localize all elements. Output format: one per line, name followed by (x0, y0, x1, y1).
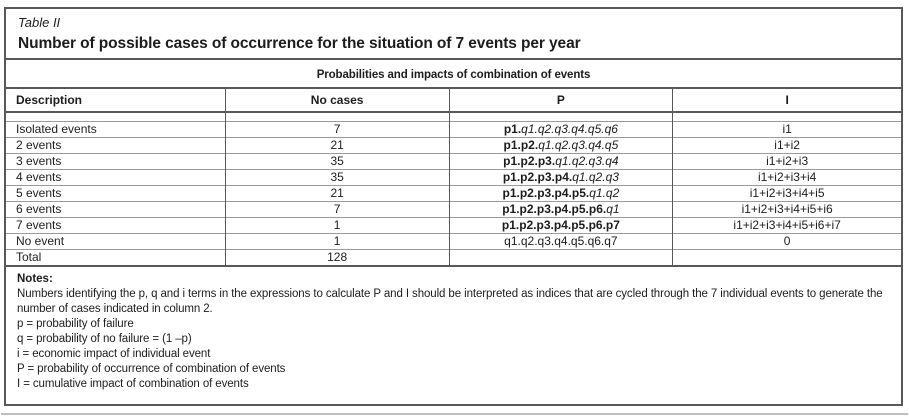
cell-p: p1.p2.p3.p4.p5.p6.p7 (448, 217, 673, 234)
cell-p: p1.p2.p3.p4.p5.p6.q1 (448, 201, 673, 218)
notes-section: Notes: Numbers identifying the p, q and … (6, 267, 901, 392)
cell-description: No event (6, 233, 226, 250)
data-table: Description No cases P I Isolated events… (6, 87, 901, 267)
cell-p: p1.p2.q1.q2.q3.q4.q5 (448, 137, 673, 154)
cell-no-cases: 21 (224, 137, 450, 154)
cell-p: p1.p2.p3.p4.p5.q1.q2 (448, 185, 673, 202)
table-row: 7 events 1 p1.p2.p3.p4.p5.p6.p7 i1+i2+i3… (6, 217, 901, 234)
cell-no-cases: 7 (224, 201, 450, 218)
table-row: 2 events 21 p1.p2.q1.q2.q3.q4.q5 i1+i2 (6, 137, 901, 154)
table-row: Isolated events 7 p1.q1.q2.q3.q4.q5.q6 i… (6, 121, 901, 138)
cell-description: 5 events (6, 185, 226, 202)
cell-description: 3 events (6, 153, 226, 170)
cell-i: i1+i2+i3+i4 (672, 169, 901, 186)
table-subtitle: Probabilities and impacts of combination… (316, 69, 591, 81)
note-line: P = probability of occurrence of combina… (17, 363, 286, 375)
col-header-p: P (448, 88, 673, 113)
cell-no-cases: 128 (224, 249, 450, 266)
notes-heading: Notes: (17, 273, 53, 285)
table-row: No event 1 q1.q2.q3.q4.q5.q6.q7 0 (6, 233, 901, 250)
note-line: i = economic impact of individual event (17, 348, 211, 360)
table-row: 4 events 35 p1.p2.p3.p4.q1.q2.q3 i1+i2+i… (6, 169, 901, 186)
note-line: I = cumulative impact of combination of … (17, 378, 249, 390)
cell-p (448, 249, 673, 266)
cell-i: i1 (672, 121, 901, 138)
cell-description: 7 events (6, 217, 226, 234)
table-caption: Table II Number of possible cases of occ… (6, 9, 901, 58)
cell-description: 2 events (6, 137, 226, 154)
cell-description: 4 events (6, 169, 226, 186)
cell-no-cases: 7 (224, 121, 450, 138)
cell-i: i1+i2+i3+i4+i5+i6+i7 (672, 217, 901, 234)
table-label: Table II (18, 15, 61, 30)
note-line: p = probability of failure (17, 318, 134, 330)
cell-p: q1.q2.q3.q4.q5.q6.q7 (448, 233, 673, 250)
spacer-row (6, 112, 901, 122)
table-frame: Table II Number of possible cases of occ… (4, 7, 903, 406)
table-row: 6 events 7 p1.p2.p3.p4.p5.p6.q1 i1+i2+i3… (6, 201, 901, 218)
cell-description: 6 events (6, 201, 226, 218)
cell-i: i1+i2+i3 (672, 153, 901, 170)
cell-description: Isolated events (6, 121, 226, 138)
cell-no-cases: 35 (224, 153, 450, 170)
cell-description: Total (6, 249, 226, 266)
col-header-no-cases: No cases (224, 88, 450, 113)
cell-i: i1+i2+i3+i4+i5 (672, 185, 901, 202)
cell-i: 0 (672, 233, 901, 250)
cell-i: i1+i2+i3+i4+i5+i6 (672, 201, 901, 218)
cell-p: p1.p2.p3.q1.q2.q3.q4 (448, 153, 673, 170)
divider-rule-top (6, 58, 901, 60)
table-row: 3 events 35 p1.p2.p3.q1.q2.q3.q4 i1+i2+i… (6, 153, 901, 170)
cell-no-cases: 1 (224, 217, 450, 234)
cell-no-cases: 21 (224, 185, 450, 202)
col-header-i: I (672, 88, 901, 113)
note-line: Numbers identifying the p, q and i terms… (17, 288, 883, 315)
table-row: 5 events 21 p1.p2.p3.p4.p5.q1.q2 i1+i2+i… (6, 185, 901, 202)
cell-p: p1.p2.p3.p4.q1.q2.q3 (448, 169, 673, 186)
note-line: q = probability of no failure = (1 –p) (17, 333, 192, 345)
col-header-description: Description (6, 88, 226, 113)
header-row: Description No cases P I (6, 88, 901, 113)
cell-p: p1.q1.q2.q3.q4.q5.q6 (448, 121, 673, 138)
cell-no-cases: 35 (224, 169, 450, 186)
cell-i (672, 249, 901, 266)
cell-no-cases: 1 (224, 233, 450, 250)
table-row: Total 128 (6, 249, 901, 266)
cell-i: i1+i2 (672, 137, 901, 154)
table-title: Number of possible cases of occurrence f… (18, 35, 581, 52)
